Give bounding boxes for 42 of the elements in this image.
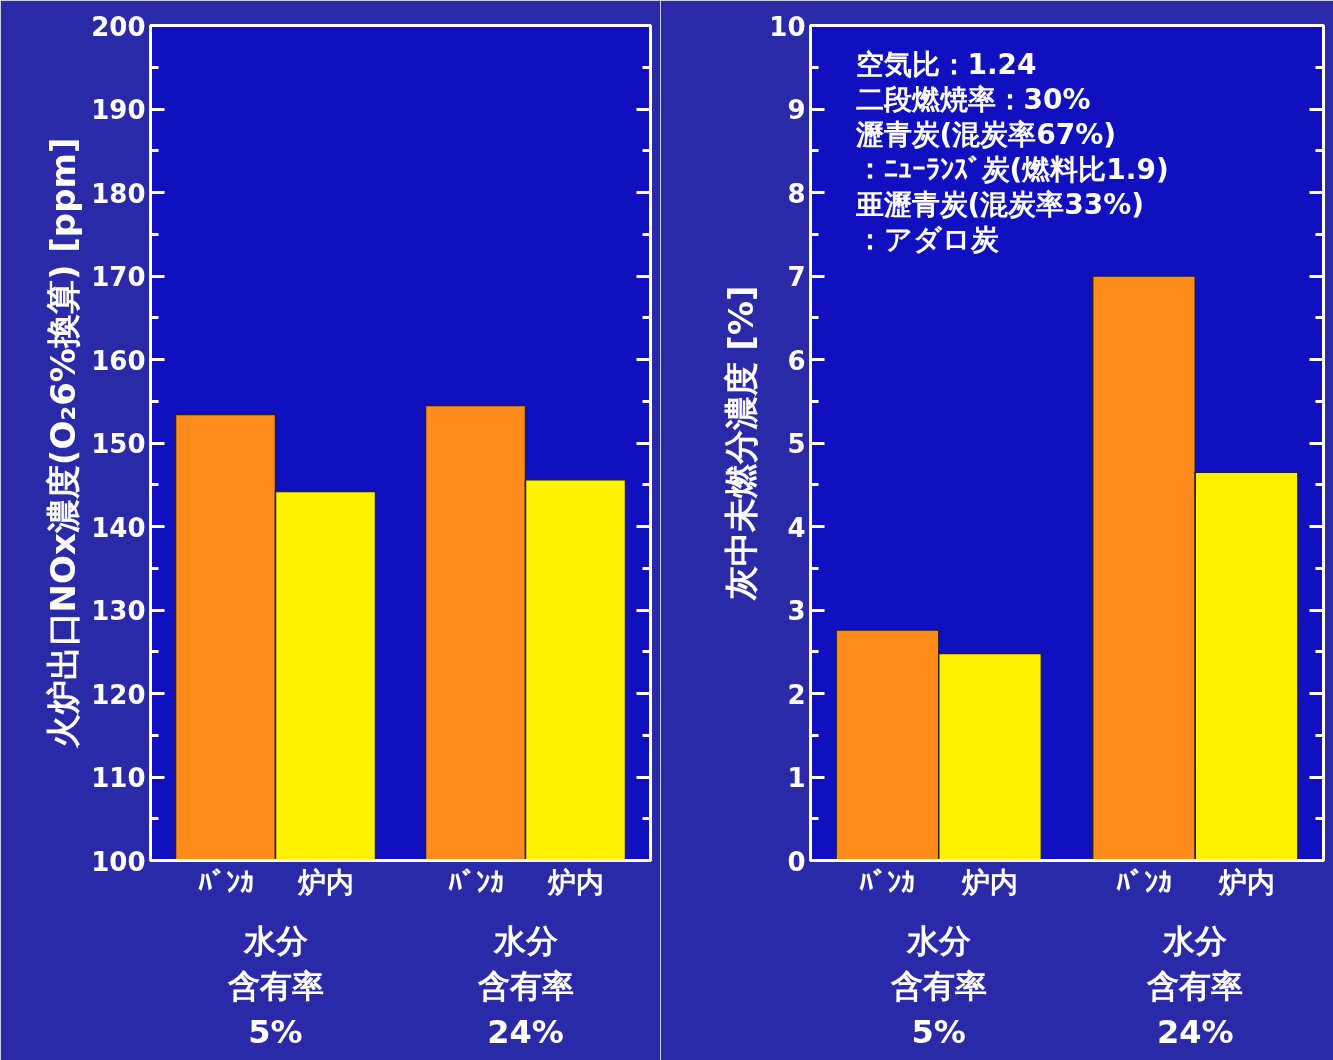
series-label: 炉内 <box>296 865 354 899</box>
y-tick-label: 8 <box>787 178 806 209</box>
y-tick-label: 180 <box>91 178 146 209</box>
y-tick-label: 4 <box>787 512 806 543</box>
y-tick-label: 200 <box>91 11 146 42</box>
y-tick-label: 10 <box>769 11 806 42</box>
y-tick-label: 160 <box>91 345 146 376</box>
text: 炉内 <box>547 865 604 899</box>
annotation: 瀝青炭(混炭率67%) <box>854 117 1117 151</box>
y-tick-label: 0 <box>787 846 806 877</box>
annotation: 空気比：1.24 <box>855 47 1037 81</box>
series-label: 炉内 <box>961 865 1019 899</box>
x-tick-label: 水分含有率5% <box>226 921 324 1051</box>
y-axis-title: 灰中未燃分濃度 [%] <box>721 285 762 602</box>
series-label: ﾊﾞﾝｶ <box>859 865 916 899</box>
y-tick-label: 6 <box>787 345 806 376</box>
y-tick-label: 2 <box>787 679 806 710</box>
y-tick-label: 5 <box>787 429 806 459</box>
y-axis-title: 火炉出口NOx濃度(O₂6%換算) [ppm] <box>43 137 84 750</box>
text: 炉内 <box>1218 865 1275 899</box>
annotation: 亜瀝青炭(混炭率33%) <box>854 187 1145 221</box>
y-tick-label: 3 <box>787 596 806 626</box>
annotation: 二段燃焼率：30% <box>855 82 1091 116</box>
x-tick-label: 水分含有率24% <box>1146 921 1244 1051</box>
x-tick-label: 水分含有率5% <box>889 921 987 1051</box>
y-tick-label: 1 <box>787 763 806 793</box>
y-tick-label: 140 <box>91 512 146 543</box>
text: ﾊﾞﾝｶ <box>1115 865 1172 899</box>
y-tick-label: 170 <box>91 262 146 292</box>
text: ﾊﾞﾝｶ <box>447 865 504 899</box>
annotation: ：アダロ炭 <box>855 222 999 256</box>
annotation: ：ﾆｭｰﾗﾝｽﾞ炭(燃料比1.9) <box>855 152 1169 186</box>
y-tick-label: 7 <box>787 262 806 292</box>
y-tick-label: 9 <box>787 95 806 125</box>
y-tick-label: 100 <box>91 846 146 877</box>
y-tick-label: 190 <box>91 95 146 125</box>
y-tick-label: 110 <box>91 763 146 793</box>
y-tick-label: 150 <box>91 429 146 459</box>
y-tick-label: 130 <box>91 596 146 626</box>
y-tick-label: 120 <box>91 679 146 710</box>
series-label: ﾊﾞﾝｶ <box>197 865 254 899</box>
x-tick-label: 水分含有率24% <box>476 921 574 1051</box>
